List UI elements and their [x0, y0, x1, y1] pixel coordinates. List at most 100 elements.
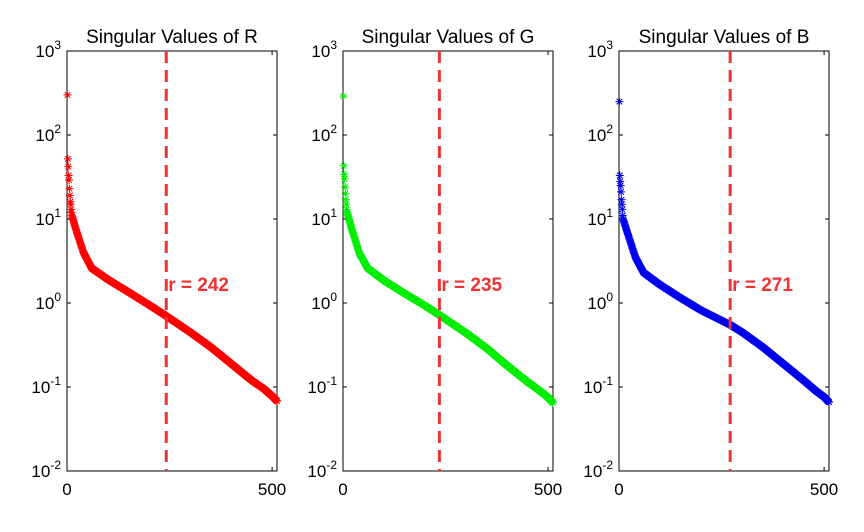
- axes-box: [66, 50, 278, 472]
- data-point: [64, 171, 73, 180]
- tick-base: 10: [35, 126, 54, 145]
- tick-exponent: 0: [54, 290, 61, 304]
- y-tick-label: 100: [35, 290, 61, 313]
- y-tick-label: 10-1: [583, 374, 613, 397]
- data-series: [339, 92, 557, 407]
- rank-label: r = 271: [732, 275, 793, 296]
- data-point: [617, 187, 626, 196]
- y-tick-label: 101: [587, 206, 613, 229]
- tick-exponent: 3: [606, 38, 613, 52]
- data-point: [618, 205, 627, 214]
- x-tick-label: 500: [258, 480, 286, 499]
- data-point: [339, 92, 348, 101]
- tick-exponent: 2: [54, 122, 61, 136]
- data-point: [65, 191, 74, 200]
- y-tick-label: 10-2: [307, 458, 337, 481]
- tick-exponent: -1: [602, 374, 613, 388]
- tick-exponent: 2: [330, 122, 337, 136]
- tick-exponent: 0: [606, 290, 613, 304]
- data-point: [617, 195, 626, 204]
- y-tick-label: 100: [587, 290, 613, 313]
- y-tick-label: 10-2: [31, 458, 61, 481]
- tick-exponent: -2: [50, 458, 61, 472]
- y-tick-label: 102: [587, 122, 613, 145]
- data-point: [616, 181, 625, 190]
- data-point: [341, 183, 350, 192]
- data-series: [615, 97, 833, 407]
- tick-exponent: 2: [606, 122, 613, 136]
- tick-exponent: 0: [330, 290, 337, 304]
- tick-base: 10: [583, 378, 602, 397]
- axes-box: [342, 50, 554, 472]
- y-tick-label: 100: [311, 290, 337, 313]
- data-point: [825, 398, 833, 407]
- chart-title: Singular Values of G: [362, 27, 535, 48]
- y-tick-label: 10-2: [583, 458, 613, 481]
- tick-exponent: -1: [326, 374, 337, 388]
- data-point: [65, 184, 74, 193]
- tick-exponent: 3: [330, 38, 337, 52]
- tick-exponent: -2: [326, 458, 337, 472]
- tick-base: 10: [587, 126, 606, 145]
- tick-exponent: 1: [54, 206, 61, 220]
- data-point: [341, 195, 350, 204]
- data-point: [65, 176, 74, 185]
- data-point: [340, 174, 349, 183]
- data-point: [549, 398, 557, 407]
- data-point: [342, 200, 351, 209]
- tick-base: 10: [583, 462, 602, 481]
- tick-base: 10: [311, 210, 330, 229]
- tick-exponent: 3: [54, 38, 61, 52]
- x-tick-label: 0: [62, 480, 71, 499]
- data-series: [63, 90, 281, 406]
- data-point: [615, 97, 624, 106]
- tick-exponent: -2: [602, 458, 613, 472]
- x-tick-label: 500: [534, 480, 562, 499]
- y-tick-label: 101: [311, 206, 337, 229]
- tick-exponent: -1: [50, 374, 61, 388]
- tick-exponent: 1: [330, 206, 337, 220]
- data-point: [273, 397, 281, 406]
- y-tick-label: 102: [311, 122, 337, 145]
- data-point: [63, 90, 72, 99]
- tick-base: 10: [311, 294, 330, 313]
- tick-base: 10: [31, 462, 50, 481]
- rank-label: r = 242: [168, 275, 229, 296]
- tick-base: 10: [35, 210, 54, 229]
- data-point: [617, 200, 626, 209]
- tick-base: 10: [35, 42, 54, 61]
- tick-base: 10: [35, 294, 54, 313]
- x-tick-label: 500: [810, 480, 838, 499]
- tick-base: 10: [311, 42, 330, 61]
- chart-title: Singular Values of B: [639, 27, 810, 48]
- tick-base: 10: [587, 210, 606, 229]
- data-point: [339, 161, 348, 170]
- chart-title: Singular Values of R: [86, 27, 258, 48]
- tick-base: 10: [307, 462, 326, 481]
- y-tick-label: 102: [35, 122, 61, 145]
- tick-base: 10: [307, 378, 326, 397]
- axes-box: [618, 50, 830, 472]
- data-point: [616, 177, 625, 186]
- tick-base: 10: [587, 42, 606, 61]
- tick-base: 10: [31, 378, 50, 397]
- tick-base: 10: [587, 294, 606, 313]
- y-tick-label: 103: [587, 38, 613, 61]
- y-tick-label: 101: [35, 206, 61, 229]
- data-point: [66, 200, 75, 209]
- y-tick-label: 103: [311, 38, 337, 61]
- x-tick-label: 0: [614, 480, 623, 499]
- data-point: [615, 171, 624, 180]
- data-point: [64, 162, 73, 171]
- data-point: [63, 154, 72, 163]
- y-tick-label: 10-1: [31, 374, 61, 397]
- y-tick-label: 10-1: [307, 374, 337, 397]
- tick-exponent: 1: [606, 206, 613, 220]
- tick-base: 10: [311, 126, 330, 145]
- y-tick-label: 103: [35, 38, 61, 61]
- x-tick-label: 0: [338, 480, 347, 499]
